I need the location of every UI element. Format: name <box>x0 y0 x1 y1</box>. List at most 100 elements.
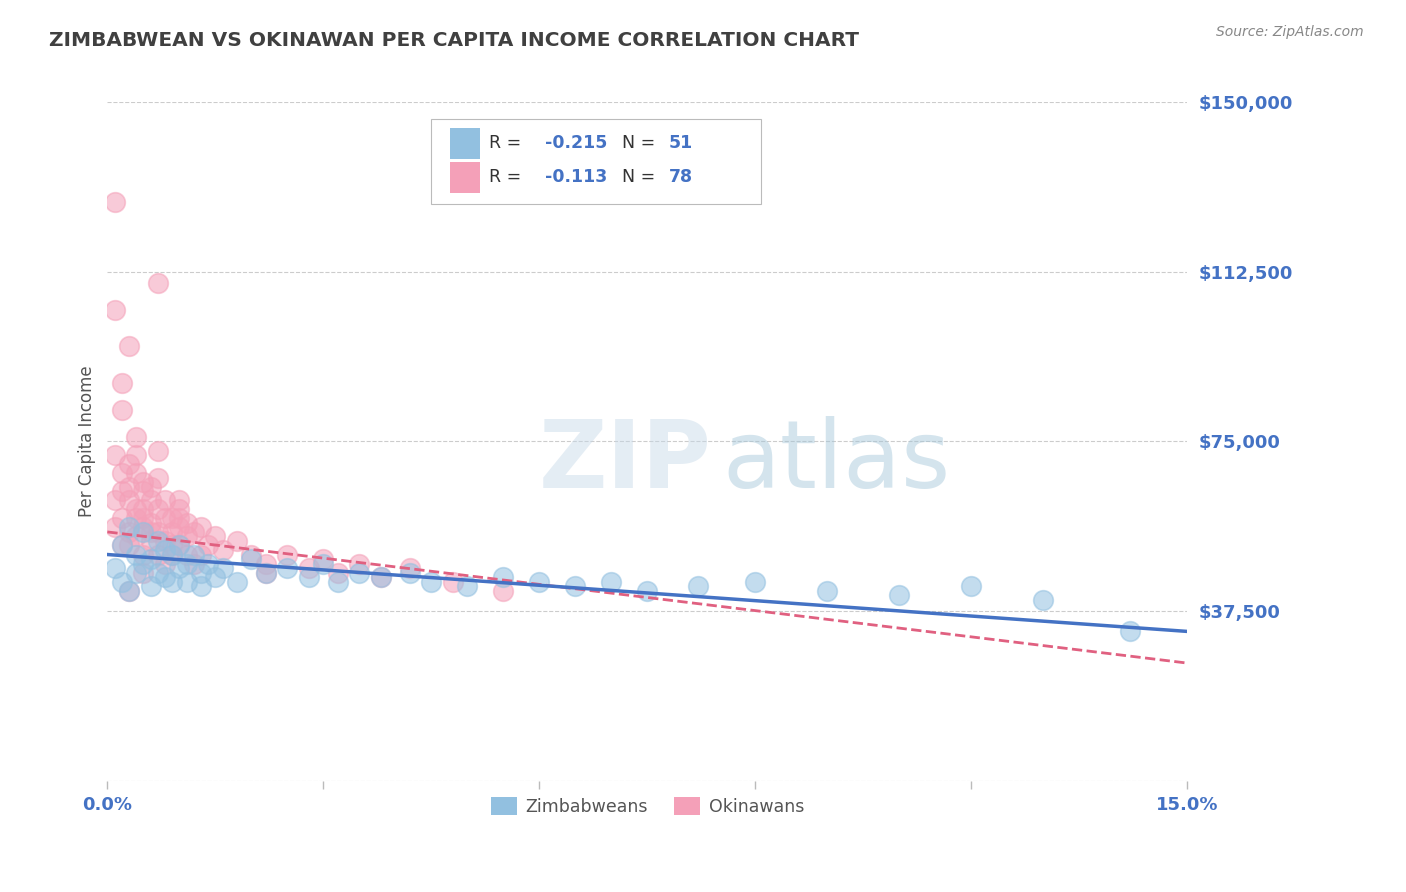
Point <box>139 524 162 539</box>
Point <box>1032 592 1054 607</box>
Point <box>139 552 162 566</box>
Point <box>370 570 392 584</box>
Point <box>298 561 321 575</box>
Point <box>420 574 443 589</box>
Point <box>118 520 141 534</box>
FancyBboxPatch shape <box>432 120 761 204</box>
Point <box>889 588 911 602</box>
Point <box>132 566 155 580</box>
Point <box>564 579 586 593</box>
Point <box>125 466 148 480</box>
Point <box>146 470 169 484</box>
Point <box>169 493 191 508</box>
Point <box>183 557 205 571</box>
Text: ZIMBABWEAN VS OKINAWAN PER CAPITA INCOME CORRELATION CHART: ZIMBABWEAN VS OKINAWAN PER CAPITA INCOME… <box>49 31 859 50</box>
Legend: Zimbabweans, Okinawans: Zimbabweans, Okinawans <box>484 790 811 822</box>
Point <box>118 457 141 471</box>
Point <box>118 480 141 494</box>
Point <box>132 475 155 490</box>
Point <box>276 548 298 562</box>
Point <box>176 529 198 543</box>
Point <box>139 493 162 508</box>
Point <box>815 583 838 598</box>
Point <box>103 493 125 508</box>
Point <box>103 561 125 575</box>
Point <box>254 566 277 580</box>
Point <box>326 566 349 580</box>
Point <box>125 529 148 543</box>
Point <box>153 570 176 584</box>
Point <box>146 443 169 458</box>
Point <box>125 502 148 516</box>
Point <box>276 561 298 575</box>
Text: ZIP: ZIP <box>538 416 711 508</box>
Point <box>111 484 134 499</box>
Point <box>370 570 392 584</box>
Point <box>226 574 249 589</box>
Point <box>226 533 249 548</box>
Point <box>686 579 709 593</box>
Point <box>118 493 141 508</box>
Point <box>153 511 176 525</box>
Point <box>132 511 155 525</box>
Point <box>190 566 212 580</box>
Point <box>240 548 263 562</box>
Point <box>125 548 148 562</box>
Point <box>111 376 134 390</box>
Point <box>139 579 162 593</box>
Point <box>1118 624 1140 639</box>
Text: Source: ZipAtlas.com: Source: ZipAtlas.com <box>1216 25 1364 39</box>
Point <box>176 574 198 589</box>
Point <box>169 539 191 553</box>
Point <box>132 484 155 499</box>
Point <box>160 539 183 553</box>
FancyBboxPatch shape <box>450 162 479 193</box>
Point <box>160 524 183 539</box>
Point <box>118 583 141 598</box>
Point <box>254 557 277 571</box>
Point <box>312 552 335 566</box>
Point <box>132 557 155 571</box>
Point <box>103 194 125 209</box>
Point <box>190 520 212 534</box>
Point <box>183 548 205 562</box>
Text: R =: R = <box>488 134 526 152</box>
Text: atlas: atlas <box>723 416 950 508</box>
Text: -0.215: -0.215 <box>544 134 607 152</box>
Point <box>153 557 176 571</box>
Point <box>169 520 191 534</box>
Point <box>529 574 551 589</box>
Point <box>349 557 371 571</box>
Point <box>125 511 148 525</box>
Point <box>103 448 125 462</box>
Point <box>111 539 134 553</box>
Text: 51: 51 <box>669 134 693 152</box>
Point <box>254 566 277 580</box>
Point <box>298 570 321 584</box>
Point <box>169 502 191 516</box>
Point <box>132 548 155 562</box>
Point <box>118 524 141 539</box>
Point <box>139 516 162 530</box>
Point <box>125 430 148 444</box>
Point <box>169 539 191 553</box>
Point <box>139 533 162 548</box>
Point <box>111 466 134 480</box>
Text: 78: 78 <box>669 168 693 186</box>
Point <box>111 574 134 589</box>
Point <box>492 583 515 598</box>
Point <box>103 303 125 318</box>
Point <box>118 539 141 553</box>
Point <box>153 493 176 508</box>
Point <box>146 502 169 516</box>
Point <box>211 543 233 558</box>
Point <box>960 579 983 593</box>
Point <box>176 516 198 530</box>
Point <box>636 583 658 598</box>
Point <box>349 566 371 580</box>
Point <box>240 552 263 566</box>
Point <box>139 480 162 494</box>
Point <box>176 557 198 571</box>
Point <box>160 511 183 525</box>
Point <box>111 539 134 553</box>
